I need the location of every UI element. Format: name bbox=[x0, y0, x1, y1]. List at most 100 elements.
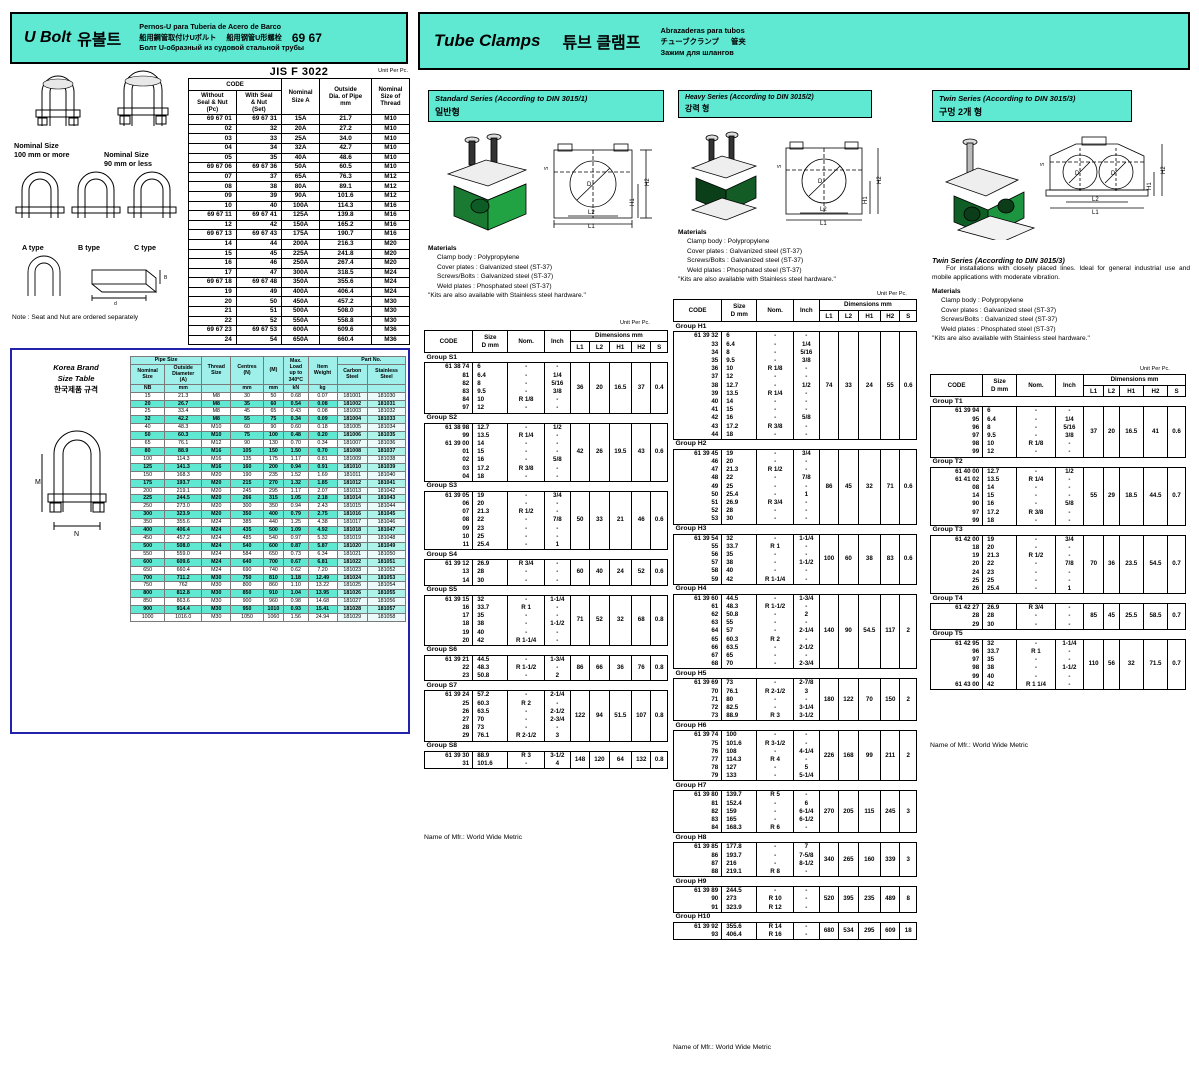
spec-row: 82 8-5/16 bbox=[423, 379, 668, 388]
jis-standard-title: JIS F 3022 bbox=[269, 66, 329, 78]
spec-code: 87 bbox=[672, 859, 723, 868]
korea-cell: 60 bbox=[262, 399, 285, 409]
spec-dim-s: 0.7 bbox=[1167, 638, 1186, 690]
spec-nom: - bbox=[756, 842, 794, 852]
jis-row: 22 52 550A 558.8 M30 bbox=[188, 315, 411, 327]
spec-nom: - bbox=[756, 651, 794, 661]
korea-cell: 181005 bbox=[336, 423, 369, 433]
spec-group-label: Group H10 bbox=[673, 911, 917, 923]
spec-code: 61 39 89 bbox=[672, 886, 723, 896]
korea-cell: 435 bbox=[230, 526, 264, 535]
spec-nom: - bbox=[507, 472, 545, 482]
spec-size: 101.6 bbox=[721, 739, 758, 748]
spec-row: 40 14- - bbox=[672, 397, 917, 407]
jis-cell: 69 67 48 bbox=[235, 277, 283, 288]
korea-cell: 181026 bbox=[336, 589, 369, 599]
spec-nom: - bbox=[756, 643, 794, 652]
spec-row: 31 101.6-4 bbox=[423, 759, 668, 769]
korea-cell: 30 bbox=[230, 391, 264, 401]
spec-group-row: Group S7 bbox=[424, 680, 668, 692]
spec-nom: - bbox=[756, 859, 794, 868]
korea-cell: 810 bbox=[262, 573, 285, 583]
heavy-material-1: Cover plates : Galvanized steel (ST-37) bbox=[687, 247, 803, 255]
korea-cell: 12.49 bbox=[307, 573, 338, 583]
spec-dim-h1: 70 bbox=[857, 678, 882, 722]
spec-row: 16 33.7 R 1- bbox=[423, 603, 668, 613]
spec-size: 13.5 bbox=[982, 475, 1017, 484]
spec-group-label: Group H8 bbox=[673, 832, 917, 844]
twin-mfr-label: Name of Mfr.: World Wide Metric bbox=[930, 742, 1029, 749]
jis-row: 24 54 650A 660.4 M36 bbox=[188, 334, 411, 346]
spec-size: 88.9 bbox=[472, 750, 509, 760]
spec-dim-l1: 226 bbox=[818, 730, 840, 782]
spec-code: 50 bbox=[672, 490, 723, 499]
korea-table-row: 450 457.2 M24 485 540 0.97 5.32 181019 181048 bbox=[129, 533, 406, 543]
spec-row: 61 40 00 12.7-1/2 55 29 18.5 44.5 0.7 bbox=[929, 466, 1186, 526]
spec-nom: - bbox=[507, 490, 545, 500]
jis-cell: M12 bbox=[370, 190, 411, 202]
spec-code: 97 bbox=[929, 431, 984, 441]
jis-cell: M10 bbox=[370, 114, 411, 125]
heavy-clamp-drawing: L1 L2 H2 H1 S D bbox=[678, 126, 928, 226]
spec-dim-h2: 245 bbox=[880, 790, 901, 834]
spec-size: 10 bbox=[472, 396, 509, 405]
spec-size: 26.9 bbox=[472, 559, 509, 569]
spec-inch: - bbox=[792, 903, 820, 913]
spec-inch: 5-1/4 bbox=[792, 772, 820, 782]
spec-inch: - bbox=[792, 498, 820, 508]
spec-group-label: Group T3 bbox=[930, 524, 1186, 536]
spec-row: 02 16-5/8 bbox=[423, 456, 668, 465]
jis-cell: M24 bbox=[370, 286, 411, 298]
korea-cell: 24.94 bbox=[307, 613, 338, 622]
jis-cell: 19 bbox=[188, 286, 237, 298]
jis-cell: 190.7 bbox=[319, 229, 372, 240]
spec-nom: - bbox=[756, 807, 794, 816]
spec-nom: - bbox=[756, 348, 794, 357]
spec-nom: R 3/4 bbox=[756, 498, 794, 508]
spec-nom: R 1/4 bbox=[507, 431, 545, 440]
spec-code: 61 39 15 bbox=[423, 594, 474, 604]
korea-cell: 181039 bbox=[367, 462, 406, 472]
korea-cell: 181053 bbox=[367, 573, 406, 583]
spec-dim-l2: 20 bbox=[589, 362, 610, 414]
tubeclamps-translations: Abrazaderas para tubos チューブクランプ 管夹 Зажим… bbox=[660, 25, 745, 58]
spec-size: 35 bbox=[472, 612, 509, 621]
spec-nom: - bbox=[756, 695, 794, 704]
korea-cell: 244.5 bbox=[164, 494, 203, 504]
spec-code: 29 bbox=[929, 620, 984, 630]
spec-row: 13 28- - bbox=[423, 568, 668, 577]
spec-size: 273 bbox=[721, 895, 758, 904]
spec-size: 108 bbox=[721, 747, 758, 756]
spec-subheader-row: L1 L2 H1 H2 S bbox=[674, 310, 917, 323]
spec-nom: - bbox=[756, 406, 794, 415]
spec-row: 25 60.3 R 2- bbox=[423, 699, 668, 708]
korea-cell: 60 bbox=[230, 423, 264, 433]
ubolt-lang-ru: Болт U-образный из судовой стальной труб… bbox=[139, 43, 305, 53]
korea-cell: 181034 bbox=[367, 423, 406, 433]
korea-cell: 181052 bbox=[367, 565, 406, 575]
spec-code: 08 bbox=[423, 516, 474, 525]
jis-header-row: CODE Nominal Size A Outside Dia. of Pipe mm No… bbox=[187, 77, 411, 116]
svg-text:H2: H2 bbox=[877, 176, 883, 184]
jis-row: 08 38 80A 89.1 M12 bbox=[188, 181, 411, 192]
spec-inch: 3/4 bbox=[792, 448, 820, 458]
jis-cell: 65A bbox=[281, 171, 321, 183]
korea-cell: 130 bbox=[262, 439, 285, 449]
spec-code: 19 bbox=[423, 628, 474, 637]
heavy-series-table: CODE Size D mm Nom. Inch Dimensions mm L1 L2 H1 H… bbox=[672, 298, 918, 941]
korea-cell: 150 bbox=[262, 447, 285, 456]
spec-nom: - bbox=[507, 759, 545, 769]
jis-table: CODE Nominal Size A Outside Dia. of Pipe mm No… bbox=[187, 77, 411, 346]
korea-cell: 1.04 bbox=[283, 589, 309, 599]
svg-text:D: D bbox=[1075, 171, 1080, 177]
spec-nom: R 8 bbox=[756, 867, 794, 878]
jis-cell: 69 67 13 bbox=[188, 229, 237, 240]
korea-cell: 0.68 bbox=[283, 391, 309, 401]
korea-u-mm1: mm bbox=[164, 383, 203, 393]
jis-cell: M10 bbox=[370, 133, 411, 144]
spec-row: 99 40- - bbox=[929, 672, 1186, 681]
korea-cell: 15 bbox=[129, 391, 166, 401]
korea-cell: 160 bbox=[230, 462, 264, 472]
korea-cell: 50 bbox=[262, 391, 285, 401]
spec-dim-l1: 270 bbox=[818, 790, 840, 834]
